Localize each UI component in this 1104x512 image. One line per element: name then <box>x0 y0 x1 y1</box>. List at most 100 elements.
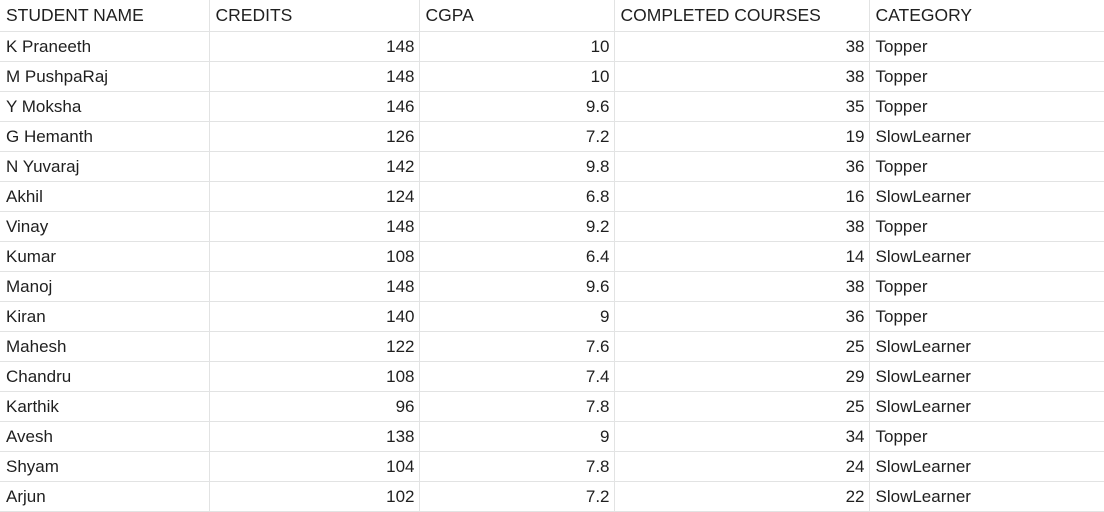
completed-courses-cell[interactable]: 36 <box>614 301 870 332</box>
cgpa-cell[interactable]: 9.2 <box>419 211 615 242</box>
table-row: N Yuvaraj 142 9.8 36 Topper <box>0 151 1104 182</box>
cgpa-cell[interactable]: 10 <box>419 31 615 62</box>
credits-cell[interactable]: 142 <box>209 151 420 182</box>
category-cell[interactable]: SlowLearner <box>869 361 1104 392</box>
credits-cell[interactable]: 102 <box>209 481 420 512</box>
credits-cell[interactable]: 122 <box>209 331 420 362</box>
completed-courses-cell[interactable]: 34 <box>614 421 870 452</box>
category-cell[interactable]: SlowLearner <box>869 241 1104 272</box>
cgpa-cell[interactable]: 9.6 <box>419 271 615 302</box>
cgpa-cell[interactable]: 9.8 <box>419 151 615 182</box>
student-name-cell[interactable]: Kumar <box>0 241 210 272</box>
student-name-cell[interactable]: Shyam <box>0 451 210 482</box>
student-name-cell[interactable]: Manoj <box>0 271 210 302</box>
credits-cell[interactable]: 146 <box>209 91 420 122</box>
completed-courses-cell[interactable]: 19 <box>614 121 870 152</box>
category-cell[interactable]: Topper <box>869 151 1104 182</box>
student-name-cell[interactable]: K Praneeth <box>0 31 210 62</box>
completed-courses-cell[interactable]: 25 <box>614 331 870 362</box>
table-row: M PushpaRaj 148 10 38 Topper <box>0 61 1104 92</box>
category-cell[interactable]: Topper <box>869 31 1104 62</box>
category-cell[interactable]: Topper <box>869 91 1104 122</box>
header-credits[interactable]: CREDITS <box>209 0 420 32</box>
cgpa-cell[interactable]: 6.4 <box>419 241 615 272</box>
cgpa-cell[interactable]: 7.6 <box>419 331 615 362</box>
completed-courses-cell[interactable]: 22 <box>614 481 870 512</box>
completed-courses-cell[interactable]: 24 <box>614 451 870 482</box>
student-name-cell[interactable]: N Yuvaraj <box>0 151 210 182</box>
credits-cell[interactable]: 126 <box>209 121 420 152</box>
header-completed-courses[interactable]: COMPLETED COURSES <box>614 0 870 32</box>
cgpa-cell[interactable]: 7.8 <box>419 391 615 422</box>
header-category[interactable]: CATEGORY <box>869 0 1104 32</box>
cgpa-cell[interactable]: 9.6 <box>419 91 615 122</box>
credits-cell[interactable]: 148 <box>209 61 420 92</box>
completed-courses-cell[interactable]: 36 <box>614 151 870 182</box>
category-cell[interactable]: Topper <box>869 421 1104 452</box>
header-cgpa[interactable]: CGPA <box>419 0 615 32</box>
credits-cell[interactable]: 96 <box>209 391 420 422</box>
credits-cell[interactable]: 148 <box>209 31 420 62</box>
category-cell[interactable]: SlowLearner <box>869 451 1104 482</box>
credits-cell[interactable]: 124 <box>209 181 420 212</box>
table-row: Kumar 108 6.4 14 SlowLearner <box>0 241 1104 272</box>
credits-cell[interactable]: 104 <box>209 451 420 482</box>
student-name-cell[interactable]: Y Moksha <box>0 91 210 122</box>
student-name-cell[interactable]: Karthik <box>0 391 210 422</box>
credits-cell[interactable]: 108 <box>209 241 420 272</box>
student-name-cell[interactable]: G Hemanth <box>0 121 210 152</box>
student-name-cell[interactable]: Arjun <box>0 481 210 512</box>
table-row: G Hemanth 126 7.2 19 SlowLearner <box>0 121 1104 152</box>
credits-cell[interactable]: 140 <box>209 301 420 332</box>
completed-courses-cell[interactable]: 35 <box>614 91 870 122</box>
category-cell[interactable]: Topper <box>869 271 1104 302</box>
completed-courses-cell[interactable]: 14 <box>614 241 870 272</box>
category-cell[interactable]: SlowLearner <box>869 181 1104 212</box>
cgpa-cell[interactable]: 9 <box>419 421 615 452</box>
header-student-name[interactable]: STUDENT NAME <box>0 0 210 32</box>
category-cell[interactable]: Topper <box>869 301 1104 332</box>
cgpa-cell[interactable]: 7.2 <box>419 481 615 512</box>
cgpa-cell[interactable]: 10 <box>419 61 615 92</box>
cgpa-cell[interactable]: 9 <box>419 301 615 332</box>
table-row: Karthik 96 7.8 25 SlowLearner <box>0 391 1104 422</box>
student-name-cell[interactable]: M PushpaRaj <box>0 61 210 92</box>
table-row: Y Moksha 146 9.6 35 Topper <box>0 91 1104 122</box>
student-name-cell[interactable]: Akhil <box>0 181 210 212</box>
cgpa-cell[interactable]: 7.8 <box>419 451 615 482</box>
completed-courses-cell[interactable]: 38 <box>614 31 870 62</box>
student-name-cell[interactable]: Mahesh <box>0 331 210 362</box>
completed-courses-cell[interactable]: 38 <box>614 211 870 242</box>
completed-courses-cell[interactable]: 38 <box>614 61 870 92</box>
table-row: Chandru 108 7.4 29 SlowLearner <box>0 361 1104 392</box>
category-cell[interactable]: SlowLearner <box>869 331 1104 362</box>
credits-cell[interactable]: 148 <box>209 211 420 242</box>
student-name-cell[interactable]: Avesh <box>0 421 210 452</box>
completed-courses-cell[interactable]: 29 <box>614 361 870 392</box>
completed-courses-cell[interactable]: 16 <box>614 181 870 212</box>
category-cell[interactable]: SlowLearner <box>869 391 1104 422</box>
table-row: Shyam 104 7.8 24 SlowLearner <box>0 451 1104 482</box>
credits-cell[interactable]: 148 <box>209 271 420 302</box>
table-row: K Praneeth 148 10 38 Topper <box>0 31 1104 62</box>
cgpa-cell[interactable]: 7.2 <box>419 121 615 152</box>
table-row: Akhil 124 6.8 16 SlowLearner <box>0 181 1104 212</box>
credits-cell[interactable]: 108 <box>209 361 420 392</box>
category-cell[interactable]: SlowLearner <box>869 481 1104 512</box>
student-name-cell[interactable]: Kiran <box>0 301 210 332</box>
table-row: Arjun 102 7.2 22 SlowLearner <box>0 481 1104 512</box>
student-name-cell[interactable]: Chandru <box>0 361 210 392</box>
cgpa-cell[interactable]: 6.8 <box>419 181 615 212</box>
completed-courses-cell[interactable]: 25 <box>614 391 870 422</box>
table-row: Mahesh 122 7.6 25 SlowLearner <box>0 331 1104 362</box>
table-row: Vinay 148 9.2 38 Topper <box>0 211 1104 242</box>
completed-courses-cell[interactable]: 38 <box>614 271 870 302</box>
credits-cell[interactable]: 138 <box>209 421 420 452</box>
student-name-cell[interactable]: Vinay <box>0 211 210 242</box>
cgpa-cell[interactable]: 7.4 <box>419 361 615 392</box>
category-cell[interactable]: Topper <box>869 211 1104 242</box>
category-cell[interactable]: SlowLearner <box>869 121 1104 152</box>
category-cell[interactable]: Topper <box>869 61 1104 92</box>
